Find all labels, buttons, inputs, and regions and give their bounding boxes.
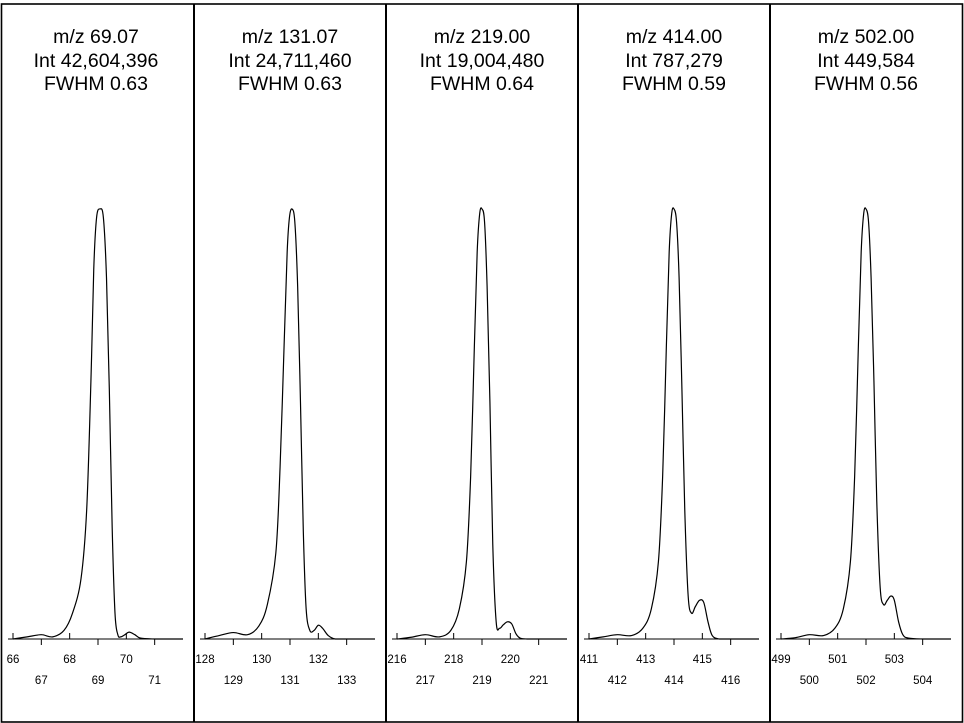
panel-1-mz-label: m/z 69.07	[53, 26, 139, 48]
panel-3-major-tick-label: 220	[501, 654, 520, 666]
panel-2-title: m/z 131.07 Int 24,711,460 FWHM 0.63	[194, 26, 386, 97]
panel-3-title: m/z 219.00 Int 19,004,480 FWHM 0.64	[386, 26, 578, 97]
panel-5-minor-tick-label: 500	[800, 675, 819, 687]
panel-4-title: m/z 414.00 Int 787,279 FWHM 0.59	[578, 26, 770, 97]
panel-4-intensity-label: Int 787,279	[625, 49, 723, 72]
panel-2-minor-tick-label: 129	[224, 675, 243, 687]
panel-2-intensity-label: Int 24,711,460	[228, 49, 352, 72]
panel-3-major-tick-label: 218	[444, 654, 463, 666]
panel-1-minor-tick-label: 71	[148, 675, 161, 687]
panel-1-major-tick-label: 68	[63, 654, 76, 666]
panel-1-major-tick-label: 70	[120, 654, 133, 666]
panel-5-major-tick-label: 503	[885, 654, 904, 666]
panel-1-title: m/z 69.07 Int 42,604,396 FWHM 0.63	[0, 26, 192, 97]
panel-3-minor-tick-label: 219	[472, 675, 491, 687]
panel-4-profile-line	[588, 207, 759, 640]
panel-1-intensity-label: Int 42,604,396	[33, 49, 159, 72]
panel-5-minor-tick-label: 504	[913, 675, 933, 687]
panel-5-major-tick-label: 499	[771, 654, 790, 666]
panel-5-plot: 499 501 503 500 502 504	[771, 207, 951, 687]
panel-3-profile-line	[396, 207, 567, 640]
panel-1-plot: 66 68 70 67 69 71	[7, 208, 183, 687]
panel-3-major-tick-label: 216	[387, 654, 406, 666]
panel-5-major-tick-label: 501	[828, 654, 847, 666]
panel-5-profile-line	[780, 207, 951, 640]
panel-2-minor-tick-label: 131	[280, 675, 299, 687]
panel-4-minor-tick-label: 414	[664, 675, 684, 687]
panel-2-major-tick-label: 130	[252, 654, 271, 666]
panel-2-profile-line	[204, 208, 375, 640]
panel-4-major-tick-label: 415	[693, 654, 712, 666]
panel-4-minor-tick-label: 412	[608, 675, 627, 687]
panel-2-plot: 128 130 132 129 131 133	[195, 208, 375, 687]
panel-4-major-tick-label: 413	[636, 654, 655, 666]
panel-2-fwhm-label: FWHM 0.63	[237, 73, 342, 95]
panel-4-plot: 411 413 415 412 414 416	[580, 207, 759, 687]
panel-5-intensity-label: Int 449,584	[817, 49, 915, 72]
panel-3-mz-label: m/z 219.00	[433, 26, 531, 48]
panel-5-mz-label: m/z 502.00	[817, 26, 915, 48]
panel-4-fwhm-label: FWHM 0.59	[621, 73, 726, 95]
panel-5-title: m/z 502.00 Int 449,584 FWHM 0.56	[770, 26, 962, 97]
panel-1-minor-tick-label: 69	[92, 675, 105, 687]
panel-4-major-tick-label: 411	[580, 654, 598, 666]
panel-1-minor-tick-label: 67	[35, 675, 48, 687]
panel-2-mz-label: m/z 131.07	[241, 26, 339, 48]
panel-5-fwhm-label: FWHM 0.56	[813, 73, 918, 95]
panel-3-minor-tick-label: 217	[416, 675, 435, 687]
panel-5-minor-tick-label: 502	[856, 675, 875, 687]
panel-1-profile-line	[12, 208, 183, 640]
panel-3-minor-tick-label: 221	[529, 675, 548, 687]
panel-3-plot: 216 218 220 217 219 221	[387, 207, 567, 687]
panel-1-fwhm-label: FWHM 0.63	[43, 73, 148, 95]
panel-1-major-tick-label: 66	[7, 654, 20, 666]
panel-2-major-tick-label: 132	[309, 654, 328, 666]
panel-2-minor-tick-label: 133	[337, 675, 356, 687]
figure-border	[0, 3, 964, 723]
panel-3-intensity-label: Int 19,004,480	[419, 49, 545, 72]
panel-4-mz-label: m/z 414.00	[625, 26, 723, 48]
panel-4-minor-tick-label: 416	[721, 675, 740, 687]
panel-2-major-tick-label: 128	[195, 654, 214, 666]
panel-3-fwhm-label: FWHM 0.64	[429, 73, 534, 95]
